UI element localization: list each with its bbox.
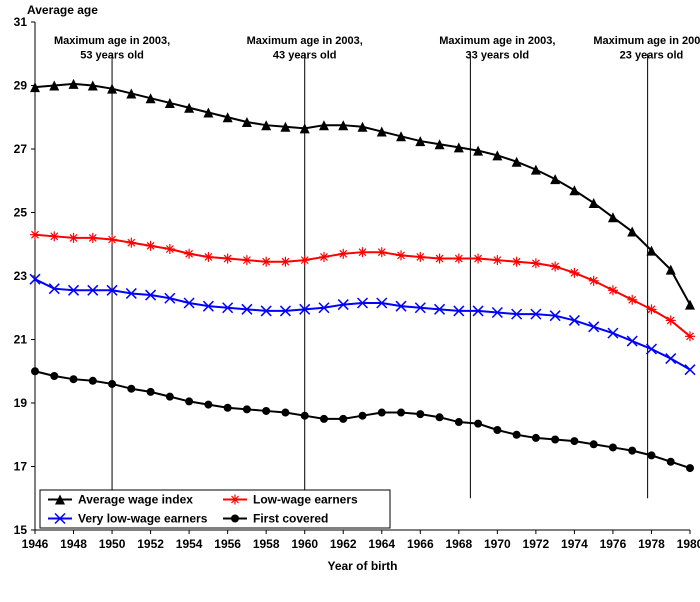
svg-text:1952: 1952 bbox=[137, 537, 164, 551]
svg-text:Low-wage earners: Low-wage earners bbox=[253, 493, 358, 507]
svg-text:25: 25 bbox=[14, 206, 28, 220]
svg-text:27: 27 bbox=[14, 142, 28, 156]
svg-text:Average age: Average age bbox=[27, 3, 98, 17]
legend: Average wage index Low-wage earners Very l… bbox=[40, 490, 390, 528]
svg-text:1978: 1978 bbox=[638, 537, 665, 551]
svg-text:53 years old: 53 years old bbox=[80, 50, 144, 62]
chart-svg: 15 17 19 21 23 25 27 29 31Average age 1946 1948 195… bbox=[0, 0, 700, 602]
svg-text:1972: 1972 bbox=[523, 537, 550, 551]
svg-text:1964: 1964 bbox=[368, 537, 395, 551]
svg-text:1980: 1980 bbox=[677, 537, 700, 551]
svg-text:23: 23 bbox=[14, 269, 28, 283]
svg-text:1948: 1948 bbox=[60, 537, 87, 551]
svg-text:1956: 1956 bbox=[214, 537, 241, 551]
svg-text:1950: 1950 bbox=[99, 537, 126, 551]
svg-text:Maximum age in 2003,: Maximum age in 2003, bbox=[247, 35, 363, 47]
svg-text:Maximum age in 2003,: Maximum age in 2003, bbox=[593, 35, 700, 47]
svg-text:21: 21 bbox=[14, 333, 28, 347]
svg-text:Maximum age in 2003,: Maximum age in 2003, bbox=[439, 35, 555, 47]
svg-text:1976: 1976 bbox=[600, 537, 627, 551]
svg-text:Average wage index: Average wage index bbox=[78, 493, 193, 507]
svg-text:1968: 1968 bbox=[445, 537, 472, 551]
svg-text:1966: 1966 bbox=[407, 537, 434, 551]
svg-text:1960: 1960 bbox=[291, 537, 318, 551]
svg-text:Year of birth: Year of birth bbox=[327, 559, 397, 573]
svg-text:1954: 1954 bbox=[176, 537, 203, 551]
svg-text:1970: 1970 bbox=[484, 537, 511, 551]
svg-text:17: 17 bbox=[14, 460, 28, 474]
svg-text:15: 15 bbox=[14, 523, 28, 537]
svg-text:1958: 1958 bbox=[253, 537, 280, 551]
svg-text:29: 29 bbox=[14, 79, 28, 93]
svg-text:1946: 1946 bbox=[22, 537, 49, 551]
svg-text:31: 31 bbox=[14, 15, 28, 29]
svg-text:33 years old: 33 years old bbox=[466, 50, 530, 62]
svg-text:Maximum age in 2003,: Maximum age in 2003, bbox=[54, 35, 170, 47]
svg-text:1962: 1962 bbox=[330, 537, 357, 551]
chart-container: 15 17 19 21 23 25 27 29 31Average age 1946 1948 195… bbox=[0, 0, 700, 602]
svg-text:1974: 1974 bbox=[561, 537, 588, 551]
svg-text:43 years old: 43 years old bbox=[273, 50, 337, 62]
svg-text:23 years old: 23 years old bbox=[620, 50, 684, 62]
svg-text:19: 19 bbox=[14, 396, 28, 410]
svg-text:Very low-wage earners: Very low-wage earners bbox=[78, 512, 208, 526]
svg-text:First covered: First covered bbox=[253, 512, 328, 526]
